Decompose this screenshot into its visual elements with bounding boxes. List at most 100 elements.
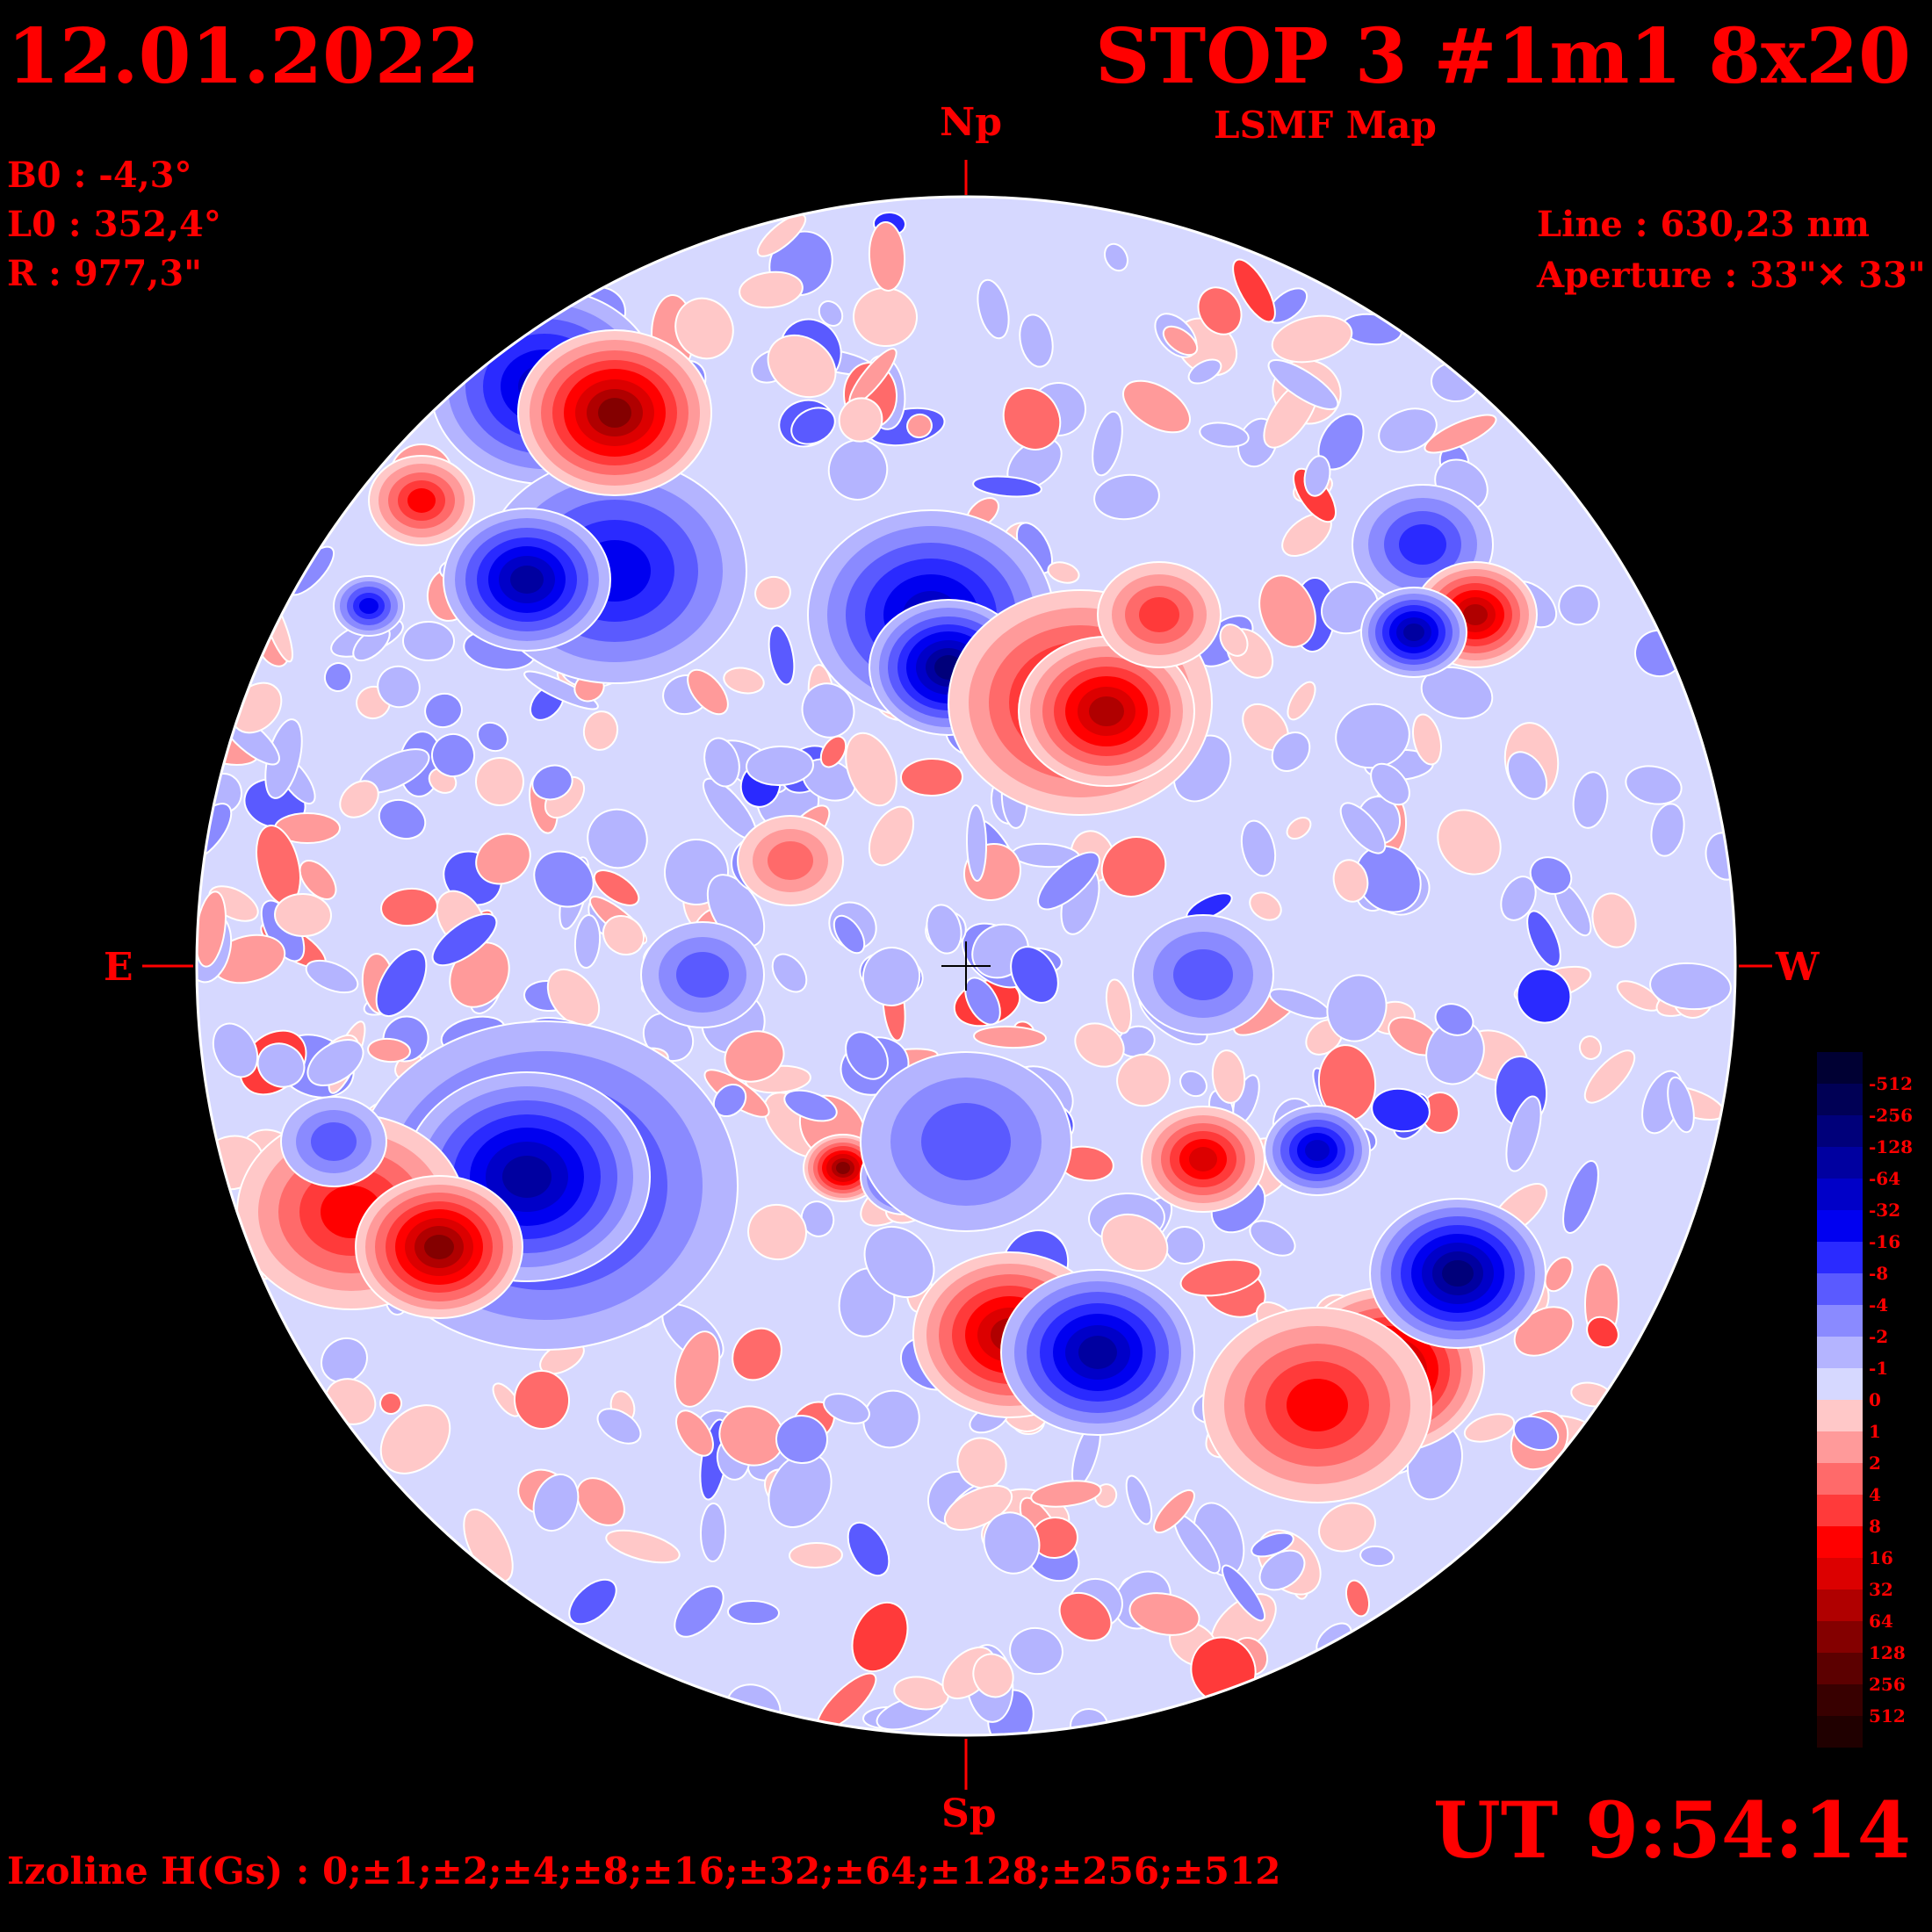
field-patch xyxy=(847,1521,890,1577)
field-patch xyxy=(1544,1256,1574,1293)
colorbar-label: -64 xyxy=(1869,1168,1901,1189)
colorbar-label: -8 xyxy=(1869,1263,1889,1284)
field-patch xyxy=(1211,1049,1246,1104)
colorbar-swatch xyxy=(1817,1210,1863,1242)
negative-polarity-region xyxy=(1399,524,1446,565)
colorbar-label: 16 xyxy=(1869,1547,1893,1568)
field-patch xyxy=(546,969,601,1027)
universal-time: UT 9:54:14 xyxy=(1433,1784,1911,1876)
field-patch xyxy=(851,1601,909,1673)
disk-limb xyxy=(195,195,1737,1737)
positive-polarity-region xyxy=(424,1235,454,1259)
field-patch xyxy=(746,745,814,787)
colorbar-swatch xyxy=(1817,1558,1863,1590)
field-patch xyxy=(375,948,428,1017)
positive-polarity-region xyxy=(1463,604,1488,625)
colorbar-swatch xyxy=(1817,1337,1863,1368)
colorbar-swatch xyxy=(1817,1084,1863,1115)
field-patch xyxy=(965,804,988,882)
colorbar-label: -512 xyxy=(1869,1073,1914,1094)
field-patch xyxy=(1221,1564,1266,1622)
field-patch xyxy=(1116,1053,1171,1107)
field-patch xyxy=(1411,713,1443,766)
field-patch xyxy=(767,334,837,399)
field-patch xyxy=(1558,584,1600,626)
field-patch xyxy=(1179,1070,1208,1098)
field-patch xyxy=(983,1511,1041,1575)
colorbar-swatch xyxy=(1817,1368,1863,1400)
colorbar-label: -16 xyxy=(1869,1231,1901,1252)
field-patch xyxy=(723,667,765,695)
field-patch xyxy=(768,624,796,686)
colorbar-swatch xyxy=(1817,1242,1863,1273)
field-patch xyxy=(1434,1003,1474,1036)
colorbar-label: 256 xyxy=(1869,1674,1906,1695)
negative-polarity-region xyxy=(676,952,729,998)
field-patch xyxy=(699,1503,727,1562)
field-patch xyxy=(1058,1591,1113,1642)
field-patch xyxy=(1240,819,1277,877)
field-patch xyxy=(754,575,791,610)
field-patch xyxy=(1271,732,1311,772)
positive-polarity-region xyxy=(1089,696,1124,726)
field-patch xyxy=(1578,1035,1603,1060)
field-patch xyxy=(379,1404,451,1474)
positive-polarity-region xyxy=(598,398,631,428)
map-subtitle: LSMF Map xyxy=(1214,104,1437,147)
field-patch xyxy=(1232,258,1276,323)
west-label: W xyxy=(1776,945,1820,990)
field-patch xyxy=(1649,962,1732,1011)
field-patch xyxy=(431,912,498,967)
field-patch xyxy=(1625,765,1683,805)
colorbar-label: 0 xyxy=(1869,1389,1881,1410)
field-patch xyxy=(1562,1160,1599,1234)
field-patch xyxy=(861,947,921,1006)
field-patch xyxy=(819,735,847,768)
field-patch xyxy=(1271,314,1353,364)
field-patch xyxy=(582,710,619,751)
colorbar-swatch xyxy=(1817,1147,1863,1179)
field-patch xyxy=(1326,974,1388,1042)
colorbar-label: -2 xyxy=(1869,1326,1889,1347)
negative-polarity-region xyxy=(921,1103,1011,1180)
field-patch xyxy=(674,297,734,360)
field-patch xyxy=(367,1037,411,1063)
map-title: STOP 3 #1m1 8x20 xyxy=(1095,12,1911,101)
field-patch xyxy=(306,1039,364,1086)
field-patch xyxy=(1378,407,1438,453)
colorbar-label: -1 xyxy=(1869,1358,1889,1379)
colorbar-swatch xyxy=(1817,1621,1863,1653)
field-patch xyxy=(377,665,421,709)
l0-value: L0 : 352,4° xyxy=(7,204,221,245)
b0-value: B0 : -4,3° xyxy=(7,155,192,196)
field-patch xyxy=(1332,859,1369,903)
field-patch xyxy=(1420,666,1494,720)
izoline-legend: Izoline H(Gs) : 0;±1;±2;±4;±8;±16;±32;±6… xyxy=(7,1849,1281,1892)
field-patch xyxy=(977,278,1010,340)
field-patch xyxy=(1179,1258,1262,1297)
negative-polarity-region xyxy=(502,1156,551,1198)
field-patch xyxy=(1010,946,1059,1004)
field-patch xyxy=(531,764,573,801)
field-patch xyxy=(775,1414,828,1465)
colorbar-swatch xyxy=(1817,1305,1863,1337)
colorbar-label: 8 xyxy=(1869,1516,1881,1537)
negative-polarity-region xyxy=(311,1122,357,1161)
colorbar-label: -256 xyxy=(1869,1105,1914,1126)
field-patch xyxy=(1506,751,1548,800)
field-patch xyxy=(1355,845,1422,913)
field-patch xyxy=(1359,1545,1395,1568)
field-patch xyxy=(1586,1316,1619,1349)
field-patch xyxy=(212,1022,259,1078)
field-patch xyxy=(906,413,933,439)
field-patch xyxy=(818,300,844,327)
field-patch xyxy=(1437,809,1502,876)
colorbar-label: 4 xyxy=(1869,1484,1881,1505)
field-patch xyxy=(1187,358,1222,385)
colorbar-swatch xyxy=(1817,1115,1863,1147)
field-patch xyxy=(568,1578,617,1626)
field-patch xyxy=(1371,1087,1431,1133)
field-patch xyxy=(732,1327,782,1381)
field-patch xyxy=(674,1330,721,1408)
